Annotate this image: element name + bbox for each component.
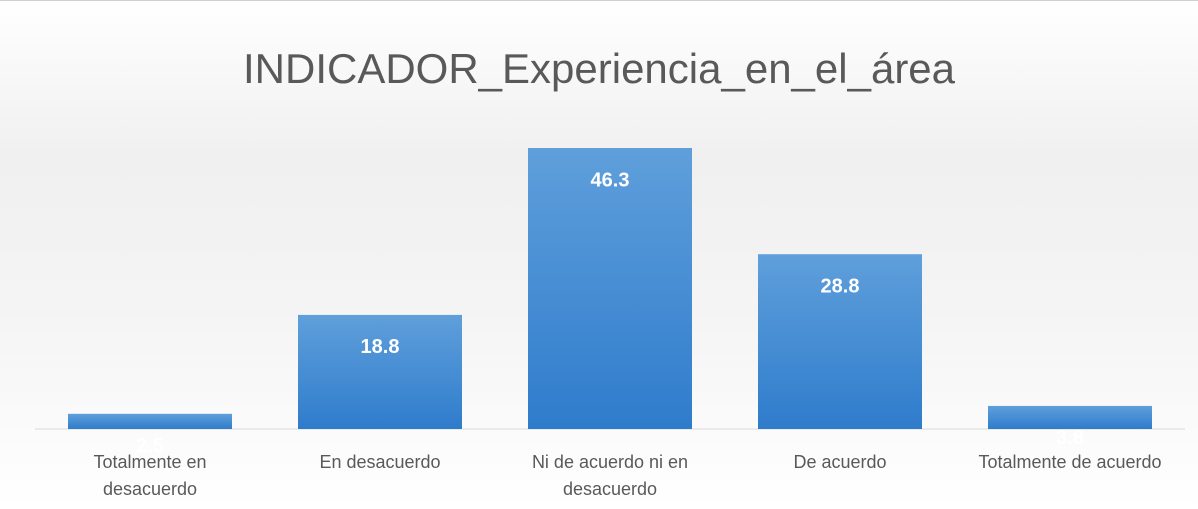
x-tick-label: De acuerdo bbox=[793, 452, 887, 472]
data-label: 3.8 bbox=[1056, 427, 1084, 449]
data-label: 2.5 bbox=[136, 435, 164, 457]
data-label: 28.8 bbox=[821, 275, 860, 297]
x-tick-label: Totalmente en desacuerdo bbox=[93, 452, 207, 499]
bar bbox=[68, 413, 232, 429]
bar bbox=[758, 254, 922, 429]
bar bbox=[528, 148, 692, 429]
bar bbox=[298, 314, 462, 429]
chart-title: INDICADOR_Experiencia_en_el_área bbox=[242, 45, 956, 92]
x-tick-label: Ni de acuerdo ni en desacuerdo bbox=[531, 452, 689, 499]
bar bbox=[988, 405, 1152, 429]
x-tick-label: Totalmente de acuerdo bbox=[978, 452, 1162, 472]
data-label: 46.3 bbox=[591, 169, 630, 191]
data-label: 18.8 bbox=[361, 336, 400, 358]
x-tick-label: En desacuerdo bbox=[319, 452, 441, 472]
